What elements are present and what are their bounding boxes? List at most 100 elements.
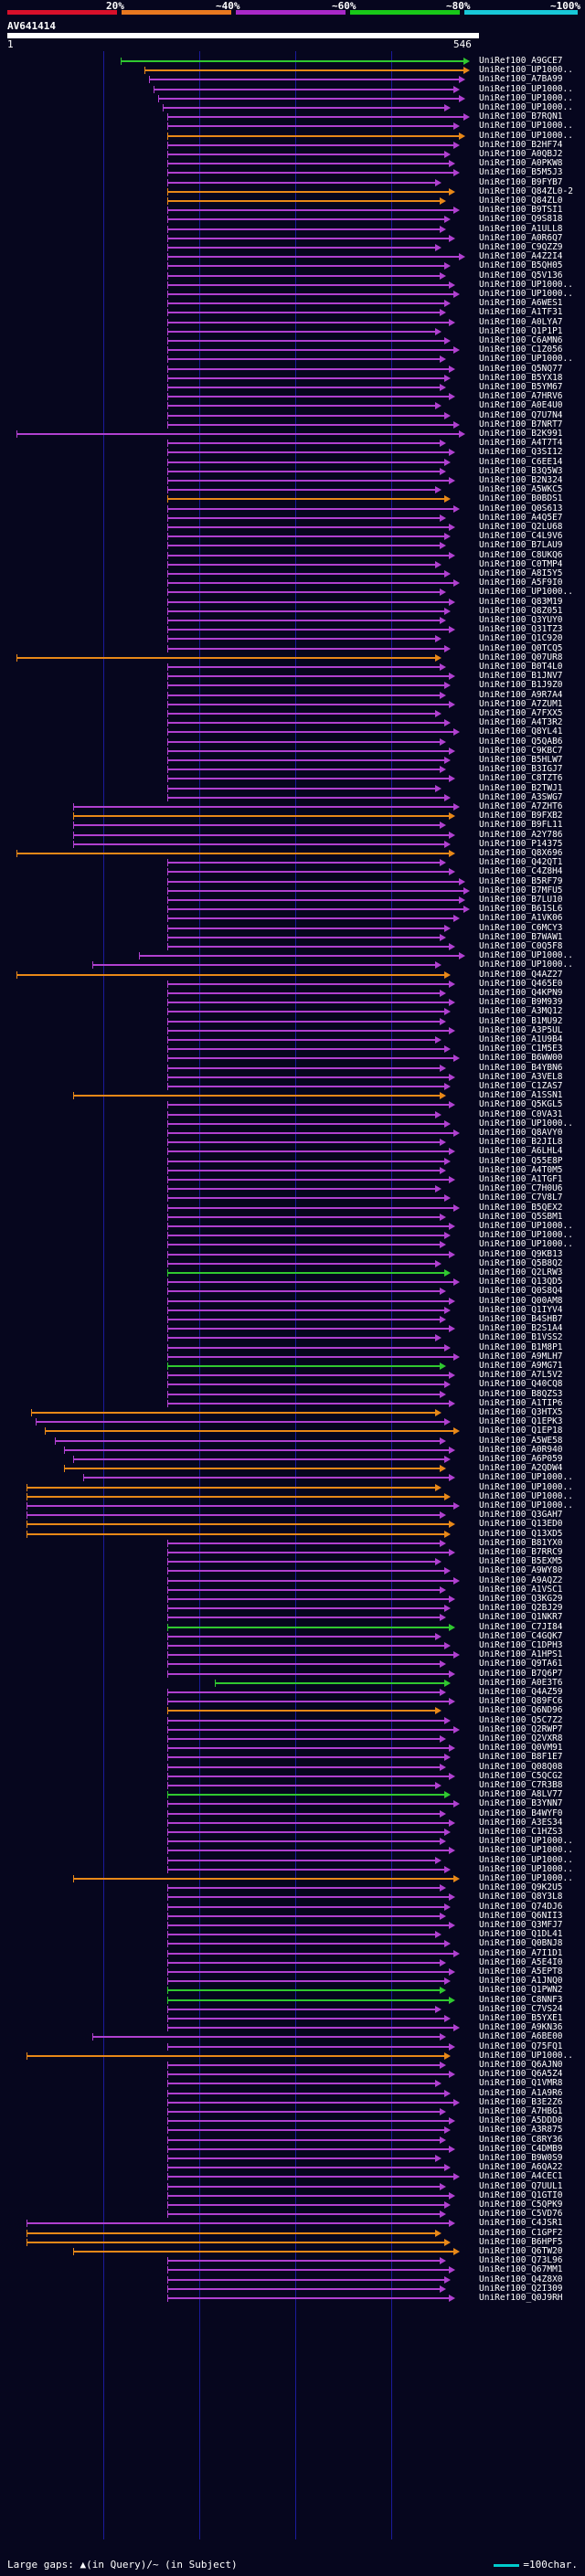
hit-alignment-bar[interactable] <box>167 1756 446 1759</box>
hit-label-link[interactable]: UniRef100_B9W0S9 <box>479 2154 563 2163</box>
hit-label-link[interactable]: UniRef100_Q9S818 <box>479 215 563 225</box>
hit-alignment-bar[interactable] <box>167 516 441 519</box>
hit-alignment-bar[interactable] <box>167 2260 441 2263</box>
hit-label-link[interactable]: UniRef100_UP1000.. <box>479 960 573 970</box>
hit-label-link[interactable]: UniRef100_A9MG71 <box>479 1362 563 1371</box>
hit-alignment-bar[interactable] <box>167 2064 441 2066</box>
hit-row[interactable]: UniRef100_Q5QAB6 <box>0 737 585 747</box>
hit-label-link[interactable]: UniRef100_B7NRT7 <box>479 419 563 429</box>
hit-label-link[interactable]: UniRef100_B5HLW7 <box>479 756 563 765</box>
hit-label-link[interactable]: UniRef100_Q465E0 <box>479 979 563 989</box>
hit-alignment-bar[interactable] <box>167 1998 451 2001</box>
hit-row[interactable]: UniRef100_A6BE00 <box>0 2032 585 2041</box>
hit-alignment-bar[interactable] <box>167 610 446 612</box>
hit-row[interactable]: UniRef100_C0TMP4 <box>0 560 585 569</box>
hit-label-link[interactable]: UniRef100_UP1000.. <box>479 1501 573 1511</box>
hit-row[interactable]: UniRef100_UP1000.. <box>0 1240 585 1249</box>
hit-label-link[interactable]: UniRef100_UP1000.. <box>479 1118 573 1129</box>
hit-label-link[interactable]: UniRef100_B5RF79 <box>479 876 563 886</box>
hit-alignment-bar[interactable] <box>73 1458 446 1460</box>
hit-alignment-bar[interactable] <box>167 1840 441 1843</box>
hit-alignment-bar[interactable] <box>167 1617 441 1619</box>
hit-label-link[interactable]: UniRef100_Q13QD5 <box>479 1277 563 1288</box>
hit-label-link[interactable]: UniRef100_Q6ND96 <box>479 1706 563 1716</box>
hit-row[interactable]: UniRef100_C7VS24 <box>0 2005 585 2014</box>
hit-row[interactable]: UniRef100_Q2RWP7 <box>0 1725 585 1734</box>
hit-row[interactable]: UniRef100_Q3GAH7 <box>0 1511 585 1520</box>
hit-label-link[interactable]: UniRef100_UP1000.. <box>479 290 573 299</box>
hit-alignment-bar[interactable] <box>73 843 446 845</box>
hit-label-link[interactable]: UniRef100_Q31TZ3 <box>479 625 563 635</box>
hit-row[interactable]: UniRef100_Q0S613 <box>0 504 585 514</box>
hit-alignment-bar[interactable] <box>167 1066 441 1069</box>
hit-alignment-bar[interactable] <box>167 181 436 184</box>
hit-alignment-bar[interactable] <box>167 228 441 230</box>
hit-label-link[interactable]: UniRef100_Q83M19 <box>479 597 563 607</box>
hit-alignment-bar[interactable] <box>167 722 446 725</box>
hit-alignment-bar[interactable] <box>167 2138 441 2141</box>
hit-label-link[interactable]: UniRef100_B0BDS1 <box>479 494 563 504</box>
hit-row[interactable]: UniRef100_B5HLW7 <box>0 756 585 765</box>
hit-row[interactable]: UniRef100_Q0TCQ5 <box>0 644 585 653</box>
hit-label-link[interactable]: UniRef100_C9KBC7 <box>479 746 563 756</box>
hit-alignment-bar[interactable] <box>167 1570 446 1573</box>
hit-alignment-bar[interactable] <box>26 2231 436 2234</box>
hit-alignment-bar[interactable] <box>167 2147 451 2150</box>
hit-row[interactable]: UniRef100_UP1000.. <box>0 1846 585 1855</box>
hit-row[interactable]: UniRef100_C8NNF3 <box>0 1996 585 2005</box>
hit-alignment-bar[interactable] <box>167 554 451 557</box>
hit-alignment-bar[interactable] <box>167 321 451 323</box>
hit-label-link[interactable]: UniRef100_B9FL11 <box>479 821 563 831</box>
hit-row[interactable]: UniRef100_Q08Q08 <box>0 1763 585 1772</box>
hit-label-link[interactable]: UniRef100_Q3KG29 <box>479 1595 563 1604</box>
hit-alignment-bar[interactable] <box>167 1728 455 1731</box>
hit-alignment-bar[interactable] <box>167 1290 441 1293</box>
hit-label-link[interactable]: UniRef100_UP1000.. <box>479 1222 573 1231</box>
hit-alignment-bar[interactable] <box>167 1020 441 1023</box>
hit-label-link[interactable]: UniRef100_A7L5V2 <box>479 1371 563 1381</box>
hit-alignment-bar[interactable] <box>167 2083 436 2085</box>
hit-alignment-bar[interactable] <box>144 69 464 72</box>
hit-label-link[interactable]: UniRef100_C6MCY3 <box>479 923 563 933</box>
hit-row[interactable]: UniRef100_Q3KG29 <box>0 1595 585 1604</box>
hit-alignment-bar[interactable] <box>167 908 464 911</box>
hit-alignment-bar[interactable] <box>167 209 455 212</box>
hit-alignment-bar[interactable] <box>167 796 446 799</box>
hit-label-link[interactable]: UniRef100_A0E3T6 <box>479 1678 563 1688</box>
hit-alignment-bar[interactable] <box>16 433 460 435</box>
hit-row[interactable]: UniRef100_A8LV77 <box>0 1790 585 1799</box>
hit-alignment-bar[interactable] <box>167 666 441 668</box>
hit-row[interactable]: UniRef100_A0R940 <box>0 1446 585 1455</box>
hit-row[interactable]: UniRef100_Q7U7N4 <box>0 411 585 420</box>
hit-alignment-bar[interactable] <box>82 1477 451 1479</box>
hit-row[interactable]: UniRef100_Q8AVY0 <box>0 1129 585 1138</box>
hit-label-link[interactable]: UniRef100_C4L9V6 <box>479 532 563 542</box>
hit-alignment-bar[interactable] <box>167 1039 436 1041</box>
hit-label-link[interactable]: UniRef100_C0TMP4 <box>479 559 563 569</box>
hit-label-link[interactable]: UniRef100_UP1000.. <box>479 93 573 103</box>
hit-row[interactable]: UniRef100_B81YX0 <box>0 1539 585 1548</box>
hit-row[interactable]: UniRef100_Q7UUL1 <box>0 2182 585 2191</box>
hit-label-link[interactable]: UniRef100_A1A9R6 <box>479 2088 563 2098</box>
hit-alignment-bar[interactable] <box>167 1635 436 1638</box>
hit-label-link[interactable]: UniRef100_Q75FQ1 <box>479 2041 563 2051</box>
hit-alignment-bar[interactable] <box>167 1057 455 1060</box>
hit-label-link[interactable]: UniRef100_C8TZT6 <box>479 774 563 784</box>
hit-label-link[interactable]: UniRef100_C1GPF2 <box>479 2228 563 2238</box>
hit-row[interactable]: UniRef100_C0VA31 <box>0 1110 585 1119</box>
hit-row[interactable]: UniRef100_A7L5V2 <box>0 1371 585 1380</box>
hit-row[interactable]: UniRef100_B6WW00 <box>0 1054 585 1063</box>
hit-label-link[interactable]: UniRef100_Q3SI12 <box>479 448 563 458</box>
hit-row[interactable]: UniRef100_UP1000.. <box>0 355 585 364</box>
hit-label-link[interactable]: UniRef100_A9WY80 <box>479 1566 563 1576</box>
hit-label-link[interactable]: UniRef100_A6BE00 <box>479 2032 563 2042</box>
hit-label-link[interactable]: UniRef100_UP1000.. <box>479 951 573 961</box>
hit-row[interactable]: UniRef100_B9FL11 <box>0 821 585 830</box>
hit-label-link[interactable]: UniRef100_Q9KB13 <box>479 1249 563 1259</box>
hit-row[interactable]: UniRef100_UP1000.. <box>0 1865 585 1874</box>
hit-alignment-bar[interactable] <box>167 143 455 146</box>
hit-row[interactable]: UniRef100_C4L9V6 <box>0 532 585 541</box>
hit-label-link[interactable]: UniRef100_Q9TA61 <box>479 1659 563 1670</box>
hit-label-link[interactable]: UniRef100_B8F1E7 <box>479 1753 563 1763</box>
hit-label-link[interactable]: UniRef100_Q6A5Z4 <box>479 2070 563 2080</box>
